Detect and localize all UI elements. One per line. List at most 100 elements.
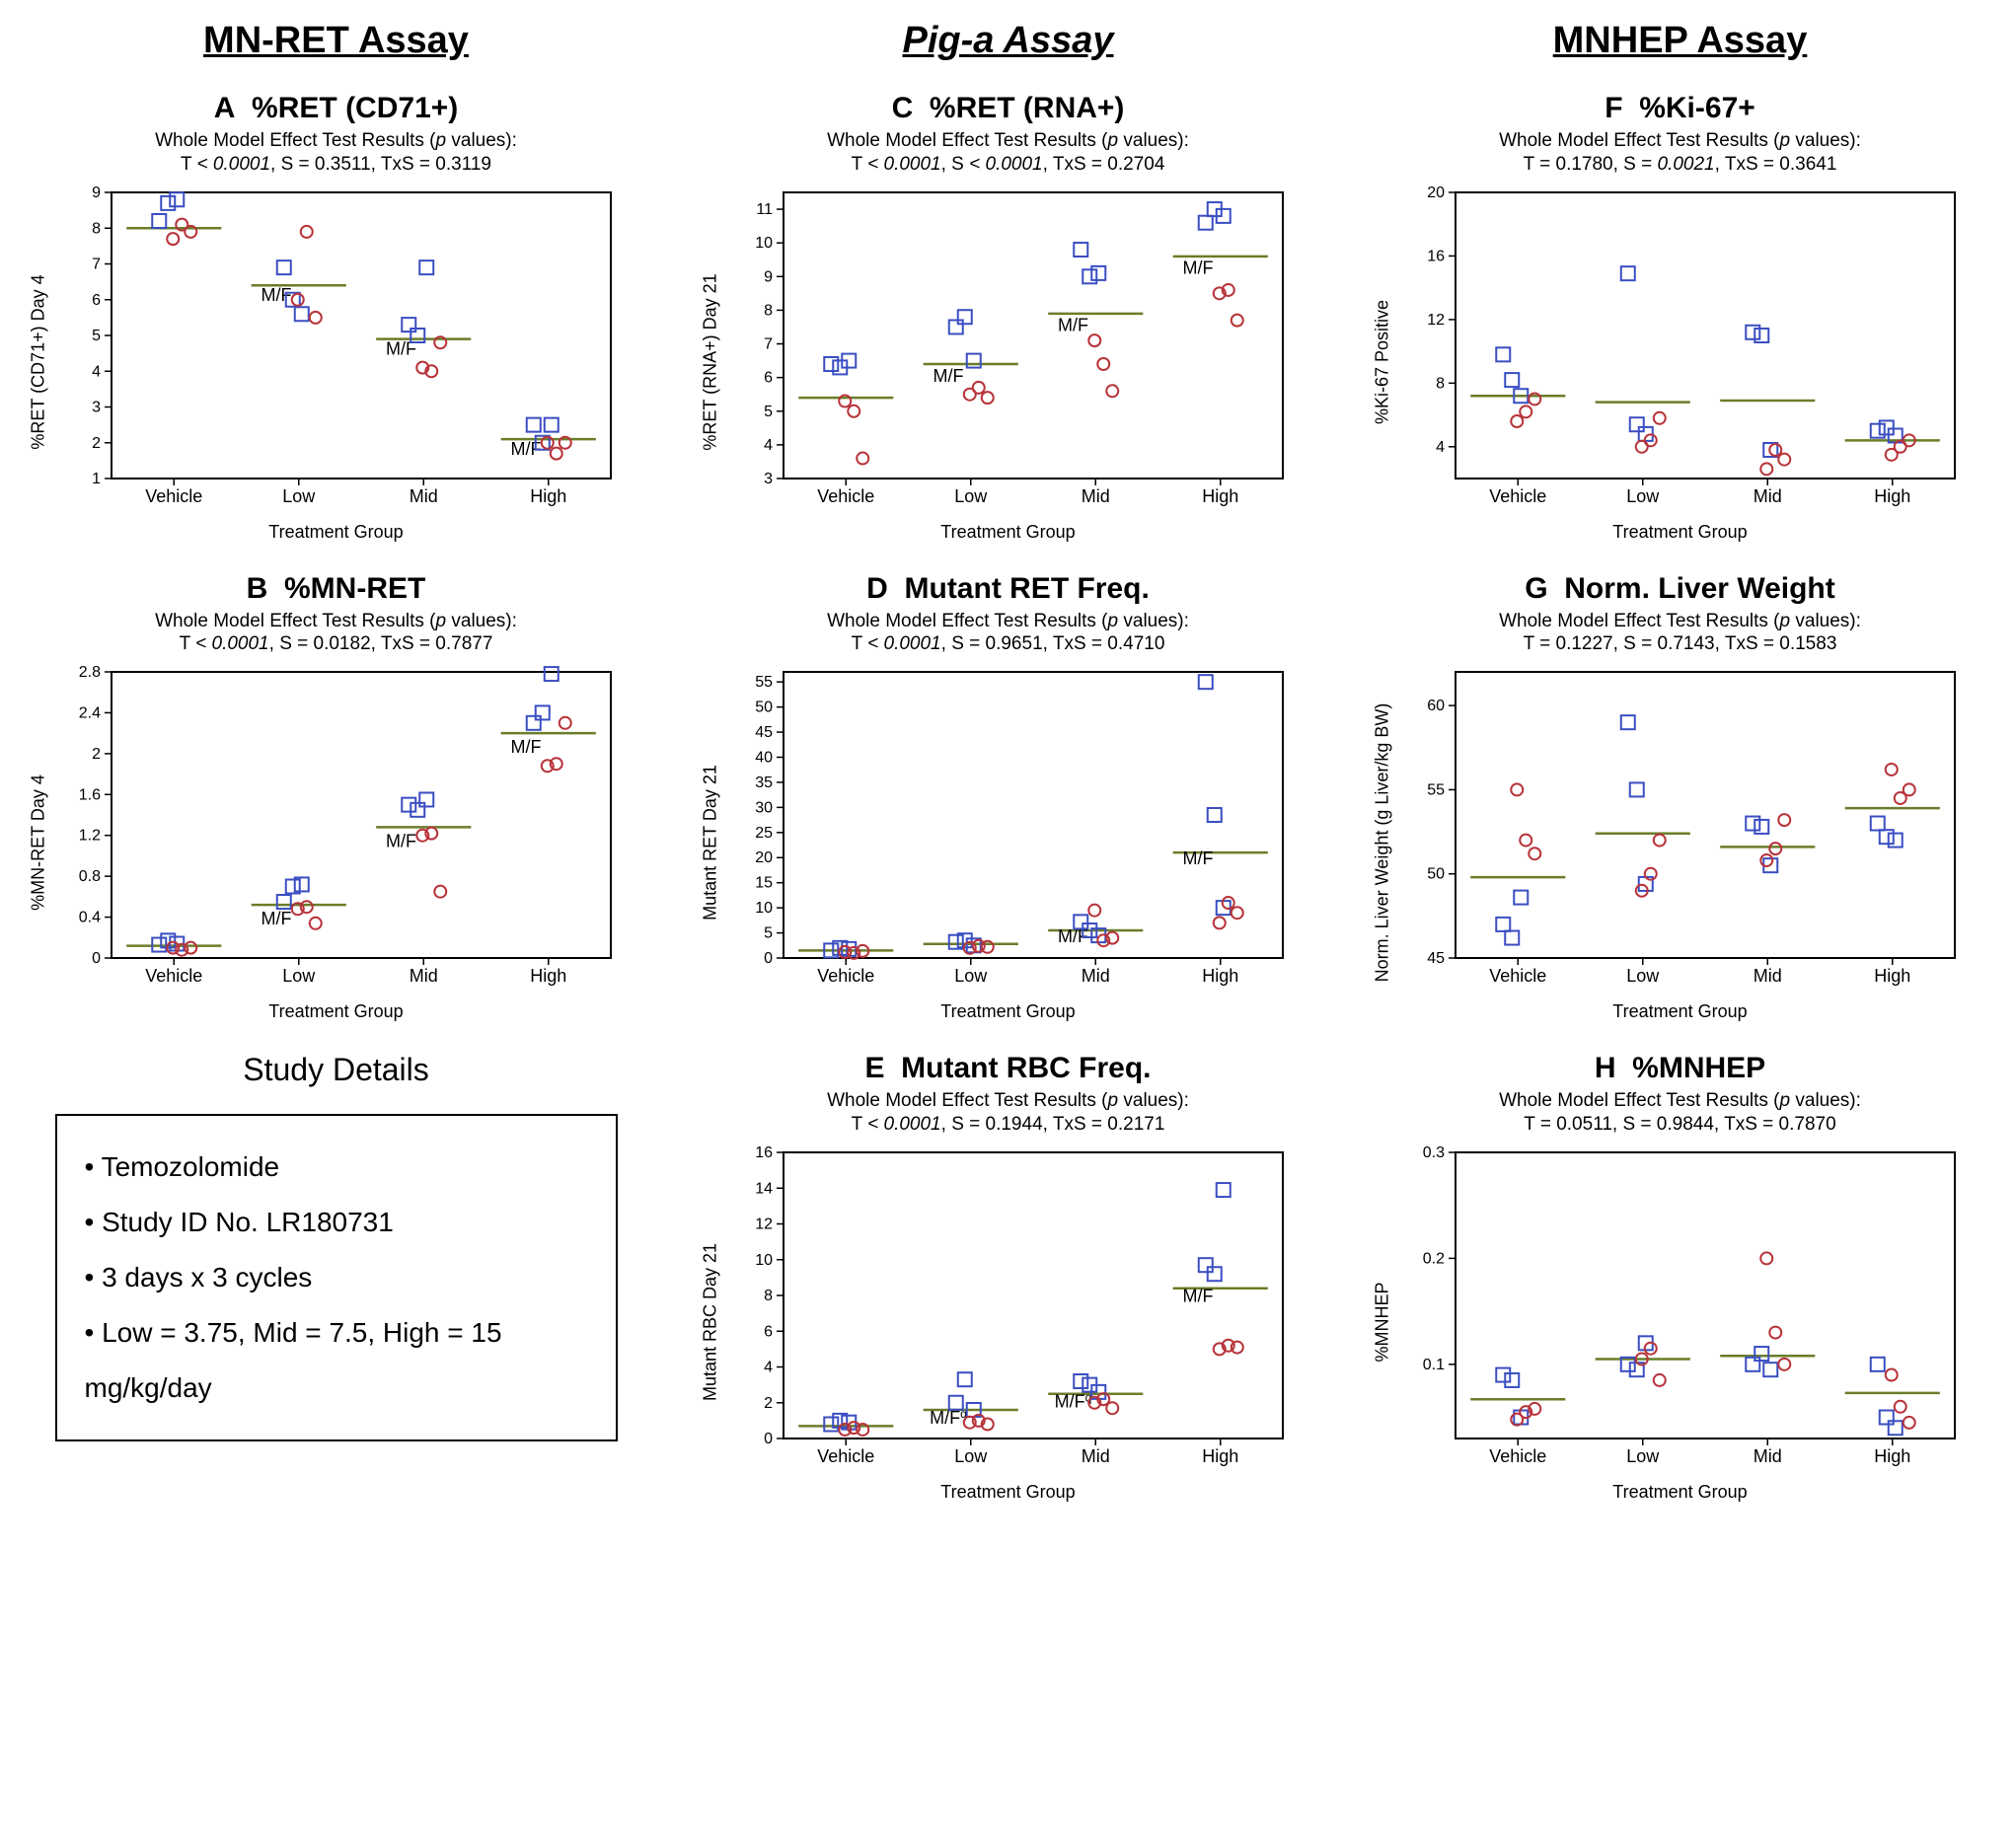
scatter-plot: 34567891011VehicleLowMidHighM/FM/FM/F [722, 183, 1295, 518]
svg-text:1.2: 1.2 [78, 828, 100, 845]
svg-text:7: 7 [92, 256, 101, 272]
svg-text:0.4: 0.4 [78, 910, 100, 926]
svg-text:16: 16 [1427, 248, 1445, 264]
x-axis-label: Treatment Group [722, 522, 1295, 543]
svg-text:Low: Low [282, 966, 316, 986]
panel-E: E Mutant RBC Freq.Whole Model Effect Tes… [692, 1052, 1324, 1503]
y-axis-label: %MN-RET Day 4 [28, 774, 48, 911]
svg-text:5: 5 [92, 328, 101, 344]
svg-text:55: 55 [755, 674, 773, 691]
x-axis-label: Treatment Group [1394, 522, 1967, 543]
svg-text:M/F: M/F [1182, 258, 1213, 277]
svg-text:50: 50 [755, 700, 773, 716]
panel-G: G Norm. Liver WeightWhole Model Effect T… [1364, 572, 1996, 1023]
svg-text:Mid: Mid [1081, 966, 1109, 986]
svg-text:Low: Low [1626, 486, 1660, 506]
svg-text:M/F: M/F [1182, 1286, 1213, 1305]
svg-text:M/Fq: M/Fq [1054, 1390, 1091, 1411]
study-item: • Temozolomide [85, 1140, 588, 1195]
svg-text:2: 2 [92, 434, 101, 451]
svg-text:High: High [1874, 1446, 1910, 1466]
study-item: • 3 days x 3 cycles [85, 1250, 588, 1305]
plot-wrap: Mutant RBC Day 210246810121416VehicleLow… [722, 1143, 1295, 1503]
study-item: • Study ID No. LR180731 [85, 1195, 588, 1250]
svg-text:Mid: Mid [1753, 486, 1781, 506]
svg-text:High: High [1874, 486, 1910, 506]
svg-text:3: 3 [764, 471, 773, 487]
svg-text:8: 8 [1436, 375, 1445, 392]
svg-text:Vehicle: Vehicle [145, 966, 202, 986]
svg-text:Vehicle: Vehicle [817, 1446, 874, 1466]
col-header-piga: Pig-a Assay [692, 20, 1324, 62]
panel-title: C %RET (RNA+) [892, 92, 1125, 125]
svg-text:0: 0 [92, 950, 101, 967]
svg-text:M/F: M/F [510, 737, 541, 757]
svg-text:M/F: M/F [261, 285, 291, 305]
svg-text:35: 35 [755, 774, 773, 791]
svg-text:High: High [1202, 966, 1238, 986]
panel-subtitle: Whole Model Effect Test Results (p value… [827, 1089, 1189, 1137]
scatter-plot: 00.40.81.21.622.42.8VehicleLowMidHighM/F… [50, 662, 623, 997]
panel-title: A %RET (CD71+) [214, 92, 459, 125]
svg-text:0.2: 0.2 [1422, 1250, 1444, 1267]
svg-text:0.3: 0.3 [1422, 1144, 1444, 1161]
panel-title: H %MNHEP [1595, 1052, 1765, 1085]
panel-subtitle: Whole Model Effect Test Results (p value… [155, 129, 517, 177]
x-axis-label: Treatment Group [50, 522, 623, 543]
study-title: Study Details [243, 1052, 429, 1088]
svg-text:8: 8 [764, 1288, 773, 1304]
panel-subtitle: Whole Model Effect Test Results (p value… [1499, 129, 1861, 177]
svg-text:7: 7 [764, 335, 773, 352]
panel-subtitle: Whole Model Effect Test Results (p value… [827, 610, 1189, 657]
plot-wrap: Mutant RET Day 210510152025303540455055V… [722, 662, 1295, 1022]
scatter-plot: 0246810121416VehicleLowMidHighM/FqM/FqM/… [722, 1143, 1295, 1478]
svg-text:Low: Low [954, 966, 988, 986]
y-axis-label: %RET (RNA+) Day 21 [700, 273, 720, 450]
panel-D: D Mutant RET Freq. Whole Model Effect Tes… [692, 572, 1324, 1023]
svg-text:Mid: Mid [1081, 486, 1109, 506]
svg-text:M/F: M/F [261, 909, 291, 928]
svg-text:Low: Low [1626, 966, 1660, 986]
col-header-piga-text: Pig-a Assay [902, 20, 1113, 61]
svg-text:2.8: 2.8 [78, 664, 100, 681]
svg-text:Vehicle: Vehicle [817, 966, 874, 986]
svg-text:12: 12 [1427, 311, 1445, 328]
svg-text:Mid: Mid [1753, 966, 1781, 986]
panel-title: D Mutant RET Freq. [866, 572, 1150, 606]
panel-B: B %MN-RET Whole Model Effect Test Results… [20, 572, 652, 1023]
svg-text:2: 2 [92, 746, 101, 763]
svg-text:High: High [1202, 1446, 1238, 1466]
x-axis-label: Treatment Group [1394, 1482, 1967, 1503]
svg-text:30: 30 [755, 799, 773, 816]
svg-text:Vehicle: Vehicle [817, 486, 874, 506]
svg-text:Low: Low [1626, 1446, 1660, 1466]
panel-title: B %MN-RET [247, 572, 426, 606]
svg-text:Vehicle: Vehicle [1489, 966, 1546, 986]
svg-text:10: 10 [755, 900, 773, 917]
svg-text:4: 4 [764, 436, 773, 453]
svg-text:Vehicle: Vehicle [145, 486, 202, 506]
svg-text:6: 6 [92, 291, 101, 308]
scatter-plot: 123456789VehicleLowMidHighM/FM/FM/F [50, 183, 623, 518]
svg-text:Low: Low [954, 486, 988, 506]
scatter-plot: 0510152025303540455055VehicleLowMidHighM… [722, 662, 1295, 997]
svg-text:8: 8 [764, 302, 773, 319]
svg-text:3: 3 [92, 399, 101, 415]
figure-root: MN-RET Assay Pig-a Assay MNHEP Assay A %… [20, 20, 1996, 1503]
svg-text:10: 10 [755, 1251, 773, 1268]
svg-text:Vehicle: Vehicle [1489, 486, 1546, 506]
svg-text:High: High [530, 966, 566, 986]
svg-text:14: 14 [755, 1180, 773, 1197]
panel-title: F %Ki-67+ [1605, 92, 1755, 125]
scatter-plot: 45505560VehicleLowMidHigh [1394, 662, 1967, 997]
svg-text:50: 50 [1427, 866, 1445, 883]
plot-wrap: Norm. Liver Weight (g Liver/kg BW)455055… [1394, 662, 1967, 1022]
svg-text:11: 11 [756, 201, 773, 218]
svg-text:M/F: M/F [385, 831, 415, 850]
column-headers: MN-RET Assay Pig-a Assay MNHEP Assay [20, 20, 1996, 62]
panel-F: F %Ki-67+ Whole Model Effect Test Results… [1364, 92, 1996, 543]
svg-text:6: 6 [764, 1323, 773, 1340]
panel-subtitle: Whole Model Effect Test Results (p value… [155, 610, 517, 657]
plot-wrap: %MNHEP0.10.20.3VehicleLowMidHighTreatmen… [1394, 1143, 1967, 1503]
svg-text:4: 4 [1436, 438, 1445, 455]
